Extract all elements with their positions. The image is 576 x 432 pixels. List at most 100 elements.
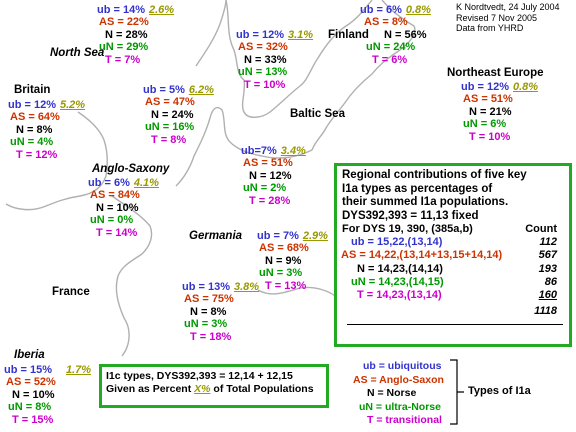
stat-ub: ub = 12% [8, 99, 56, 111]
legend-item-un: uN = ultra-Norse [359, 400, 441, 413]
stat-t: T = 10% [244, 78, 286, 91]
region-label-britain: Britain [14, 84, 51, 96]
credit-line: K Nordtvedt, 24 July 2004 [456, 2, 560, 12]
stat-i1c-percent: 6.2% [188, 84, 214, 96]
i1c-note-box: I1c types, DYS392,393 = 12,14 + 12,15 Gi… [99, 364, 329, 408]
stat-as: AS = 68% [259, 242, 309, 255]
stat-as: AS = 47% [145, 96, 195, 109]
stat-as: AS = 51% [243, 157, 293, 170]
stat-n: N = 21% [469, 105, 512, 118]
stats-block-northeast-europe: ub = 12% 0.8% AS = 51% N = 21% uN = 6% T … [461, 81, 538, 143]
i1c-line-1: I1c types, DYS392,393 = 12,14 + 12,15 [106, 370, 293, 382]
stat-un: uN = 4% [10, 136, 54, 149]
coastline-channel [111, 195, 153, 357]
region-label-iberia: Iberia [14, 349, 45, 361]
stat-t: T = 12% [16, 148, 58, 161]
summary-total: 1118 [534, 305, 557, 318]
stat-un: uN = 29% [99, 41, 149, 54]
region-label-finland: Finland [328, 29, 369, 41]
coastline-jutland [175, 106, 313, 187]
region-label-baltic-sea: Baltic Sea [290, 108, 345, 120]
summary-row-label: uN = 14,23,(14,15) [351, 275, 444, 288]
summary-row-n: N = 14,23,(14,14) 193 [337, 263, 569, 276]
stat-ub: ub = 15% [4, 364, 52, 376]
region-label-germania: Germania [189, 230, 243, 242]
legend-item-ub: ub = ubiquitous [363, 360, 442, 372]
stat-n: N = 10% [96, 201, 139, 214]
summary-row-label: ub = 15,22,(13,14) [351, 236, 443, 249]
legend-item-t: T = transitional [367, 414, 442, 426]
stat-n: N = 24% [151, 108, 194, 121]
coastline-norway [195, 0, 227, 67]
stats-block-finland: ub = 6% 0.8% AS = 8% N = 56% uN = 24% T =… [360, 4, 431, 66]
summary-row-as: AS = 14,22,(13,14+13,15+14,14) 567 [337, 249, 569, 262]
stats-block-britain: ub = 12% 5.2% AS = 64% N = 8% uN = 4% T =… [8, 99, 85, 161]
stat-n: N = 12% [249, 169, 292, 182]
stat-ub: ub = 6% [88, 177, 130, 189]
stat-un: uN = 6% [463, 118, 507, 131]
coastline-finland [381, 0, 416, 51]
stat-i1c-percent: 0.8% [405, 4, 431, 16]
stat-t: T = 6% [372, 53, 408, 66]
stat-ub: ub = 12% [236, 29, 284, 41]
author-credit: K Nordtvedt, 24 July 2004 Revised 7 Nov … [456, 2, 560, 34]
stat-t: T = 14% [96, 226, 138, 239]
coastline-sweden-west [225, 0, 373, 118]
stat-i1c-percent: 1.7% [66, 364, 92, 376]
stats-block-iberia: ub = 15% 1.7% AS = 52% N = 10% uN = 8% T … [4, 364, 91, 426]
stats-block-germania: ub = 7% 2.9% AS = 68% N = 9% uN = 3% T = … [257, 230, 328, 292]
stat-un: uN = 16% [145, 121, 195, 134]
stat-t: T = 7% [105, 53, 141, 66]
stat-as: AS = 52% [6, 376, 56, 389]
stat-i1c-percent: 2.6% [149, 4, 175, 16]
summary-heading-line: I1a types as percentages of [342, 182, 493, 195]
stat-i1c-percent: 2.9% [302, 230, 328, 242]
stat-t: T = 10% [469, 130, 511, 143]
stat-un: uN = 3% [184, 318, 228, 331]
stats-block-poland: ub=7% 3.4% AS = 51% N = 12% uN = 2% T = 2… [241, 145, 306, 207]
summary-subheading-row: For DYS 19, 390, (385a,b) Count [337, 223, 569, 236]
summary-row-ub: ub = 15,22,(13,14) 112 [337, 236, 569, 249]
stat-t: T = 18% [190, 330, 232, 343]
region-label-northeast-europe: Northeast Europe [447, 67, 544, 79]
stat-i1c-percent: 4.1% [133, 177, 159, 189]
i1c-line-2-before: Given as Percent [106, 383, 195, 395]
stat-n: N = 8% [16, 123, 53, 136]
stat-i1c-percent: 3.4% [280, 145, 306, 157]
stat-ub: ub = 7% [257, 230, 299, 242]
legend-title: Types of I1a [468, 385, 531, 397]
i1c-line-2-after: of Total Populations [210, 383, 314, 395]
stat-un: uN = 8% [8, 401, 52, 414]
summary-row-count: 567 [538, 249, 557, 262]
stat-i1c-percent: 0.8% [513, 81, 539, 93]
legend-item-as: AS = Anglo-Saxon [353, 373, 444, 386]
summary-total-row: 1118 [337, 305, 569, 318]
summary-row-count: 86 [544, 275, 557, 288]
stat-as: AS = 22% [99, 16, 149, 29]
coastline-britain [5, 111, 109, 211]
stats-block-norway: ub = 14% 2.6% AS = 22% N = 28% uN = 29% T… [97, 4, 174, 66]
stat-ub: ub = 12% [461, 81, 509, 93]
stat-n: N = 33% [244, 53, 287, 66]
summary-row-count: 112 [539, 236, 557, 249]
stat-t: T = 13% [265, 279, 307, 292]
summary-row-count: 193 [538, 262, 557, 275]
i1c-percent-marker: X% [194, 383, 211, 395]
stat-un: uN = 2% [243, 182, 287, 195]
legend-item-n: N = Norse [367, 387, 417, 399]
stat-n: N = 56% [384, 28, 427, 41]
stat-ub: ub = 14% [97, 4, 145, 16]
region-label-north-sea: North Sea [50, 47, 105, 59]
stat-ub: ub = 13% [182, 281, 230, 293]
stat-t: T = 8% [151, 133, 187, 146]
stat-n: N = 8% [190, 305, 227, 318]
stat-i1c-percent: 5.2% [60, 99, 86, 111]
stat-un: uN = 13% [238, 66, 288, 79]
summary-heading-line: DYS392,393 = 11,13 fixed [342, 209, 479, 222]
stat-as: AS = 84% [90, 189, 140, 202]
stat-ub: ub = 6% [360, 4, 402, 16]
summary-subheading: For DYS 19, 390, (385a,b) [342, 223, 473, 235]
stat-n: N = 9% [265, 254, 302, 267]
summary-heading-line: their summed I1a populations. [342, 196, 509, 208]
